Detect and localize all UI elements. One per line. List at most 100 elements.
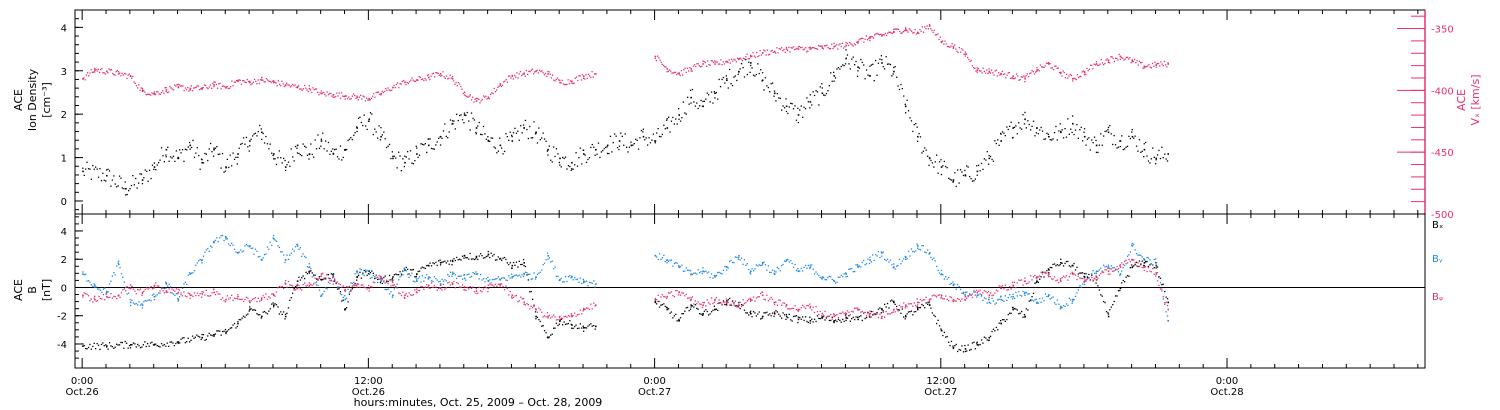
data-point	[122, 74, 124, 76]
data-point	[666, 262, 668, 264]
data-point	[1037, 281, 1039, 283]
data-point	[135, 346, 137, 348]
data-point	[736, 306, 738, 308]
data-point	[713, 61, 715, 63]
data-point	[901, 88, 903, 90]
data-point	[1024, 294, 1026, 297]
data-point	[159, 292, 161, 294]
data-point	[757, 56, 759, 58]
data-point	[905, 314, 907, 317]
data-point	[1070, 273, 1072, 275]
data-point	[113, 73, 115, 76]
data-point	[590, 76, 592, 79]
data-point	[869, 65, 871, 67]
data-point	[421, 275, 424, 277]
data-point	[228, 243, 230, 245]
data-point	[658, 253, 661, 255]
data-point	[918, 306, 920, 309]
data-point	[179, 149, 181, 151]
data-point	[506, 279, 508, 282]
data-point	[739, 68, 741, 70]
data-point	[976, 174, 978, 176]
data-point	[740, 305, 743, 308]
data-point	[1122, 266, 1124, 269]
data-point	[900, 306, 902, 308]
data-point	[414, 276, 416, 278]
data-point	[869, 256, 871, 259]
data-point	[402, 274, 404, 276]
data-point	[823, 315, 825, 317]
data-point	[946, 335, 948, 338]
data-point	[838, 44, 840, 46]
data-point	[472, 258, 474, 260]
data-point	[690, 298, 692, 301]
data-point	[1043, 300, 1045, 302]
data-point	[400, 275, 403, 277]
data-point	[1095, 144, 1098, 147]
data-point	[388, 89, 390, 91]
data-point	[274, 239, 276, 241]
data-point	[153, 286, 155, 288]
data-point	[873, 80, 875, 82]
data-point	[719, 63, 721, 65]
data-point	[675, 118, 677, 120]
data-point	[809, 316, 811, 318]
field-axis-label-line1: ACE	[12, 279, 25, 301]
data-point	[971, 65, 974, 67]
data-point	[477, 125, 479, 127]
data-point	[408, 81, 411, 83]
data-point	[223, 300, 225, 302]
data-point	[758, 296, 760, 298]
data-point	[1119, 287, 1122, 290]
data-point	[917, 304, 919, 306]
data-point	[812, 268, 814, 270]
data-point	[773, 311, 776, 313]
data-point	[296, 144, 299, 147]
data-point	[269, 143, 271, 145]
data-point	[543, 262, 546, 264]
data-point	[870, 316, 872, 318]
data-point	[1072, 78, 1074, 80]
data-point	[712, 102, 714, 104]
data-point	[423, 79, 425, 82]
data-point	[216, 330, 218, 332]
data-point	[106, 291, 108, 294]
data-point	[502, 277, 504, 279]
data-point	[1041, 297, 1044, 299]
data-point	[785, 46, 788, 49]
data-point	[593, 280, 595, 282]
data-point	[412, 79, 414, 81]
data-point	[1142, 67, 1144, 69]
data-point	[697, 308, 699, 310]
data-point	[848, 315, 850, 317]
data-point	[169, 156, 172, 158]
data-point	[120, 75, 122, 77]
data-point	[936, 265, 938, 268]
data-point	[395, 83, 398, 86]
data-point	[136, 187, 138, 189]
data-point	[511, 296, 513, 298]
data-point	[485, 278, 487, 280]
data-point	[284, 166, 287, 168]
data-point	[1000, 287, 1002, 290]
field-tick-label: -2	[57, 312, 67, 323]
data-point	[350, 289, 352, 291]
data-point	[730, 304, 732, 306]
data-point	[916, 306, 918, 308]
data-point	[456, 113, 458, 115]
data-point	[253, 297, 255, 300]
data-point	[708, 302, 710, 304]
data-point	[1009, 312, 1011, 314]
data-point	[904, 307, 906, 309]
data-point	[699, 272, 701, 274]
data-point	[869, 310, 871, 312]
data-point	[814, 47, 816, 50]
data-point	[129, 344, 132, 346]
data-point	[1046, 272, 1048, 274]
data-point	[351, 138, 353, 141]
data-point	[857, 70, 859, 72]
data-point	[769, 91, 771, 93]
data-point	[107, 348, 109, 350]
data-point	[566, 168, 568, 170]
data-point	[1024, 277, 1026, 279]
